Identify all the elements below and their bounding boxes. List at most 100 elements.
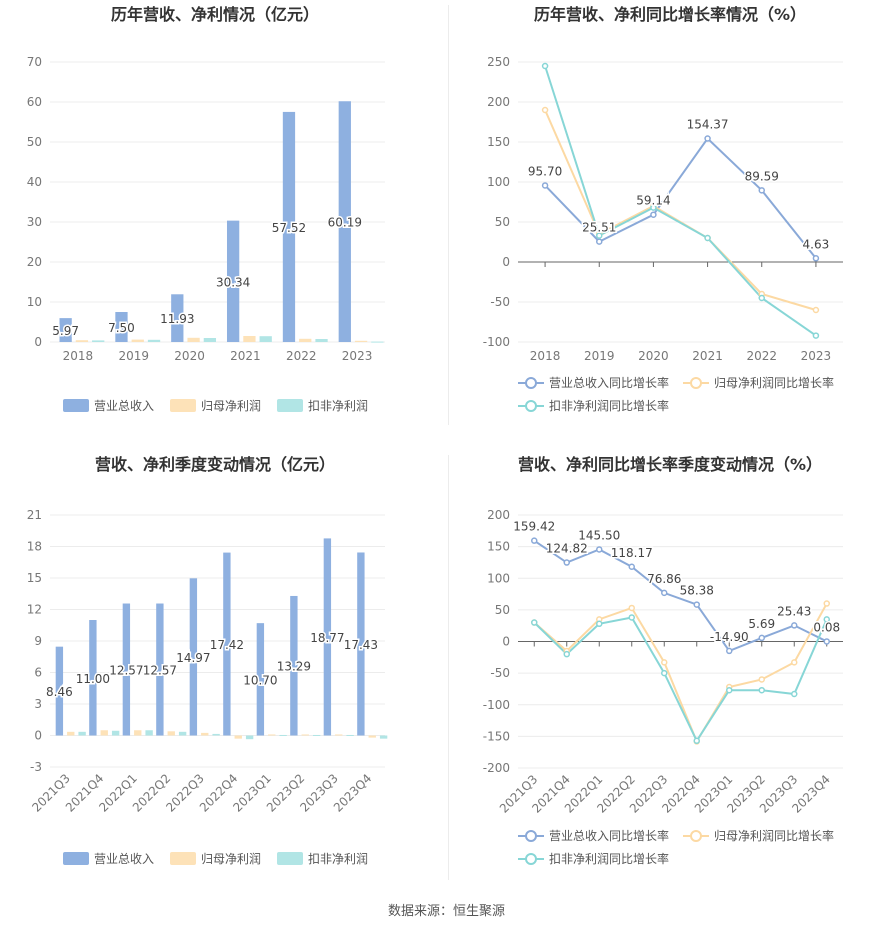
x-tick-label: 2020 — [638, 349, 669, 363]
bar-parent-profit — [134, 730, 142, 736]
y-tick-label: 0 — [34, 335, 42, 349]
line-point — [661, 659, 668, 666]
bar-deducted-profit — [203, 338, 217, 342]
line-point — [531, 537, 538, 544]
y-tick-label: 50 — [27, 135, 42, 149]
y-tick-label: 0 — [502, 635, 510, 649]
y-tick-label: 70 — [27, 55, 42, 69]
data-label: 25.51 — [582, 221, 616, 235]
data-label: 57.52 — [272, 221, 306, 235]
data-label: 17.42 — [210, 638, 244, 652]
line-point — [823, 616, 830, 623]
bar-parent-profit — [335, 734, 343, 736]
line-revenue — [533, 539, 828, 653]
line-point — [650, 204, 657, 211]
bar-revenue — [189, 578, 198, 736]
data-label: 18.77 — [310, 631, 344, 645]
line-point — [693, 601, 700, 608]
x-tick-label: 2019 — [118, 349, 149, 363]
bar-parent-profit — [75, 340, 89, 342]
y-tick-label: 60 — [27, 95, 42, 109]
data-label: 12.57 — [143, 664, 177, 678]
data-source-note: 数据来源：恒生聚源 — [387, 904, 505, 919]
bar-revenue — [357, 552, 365, 736]
bar-parent-profit — [187, 337, 200, 342]
data-label: 59.14 — [636, 194, 670, 208]
data-label: 5.69 — [748, 617, 775, 631]
line-point — [812, 332, 820, 339]
x-tick-label: 2018 — [530, 349, 561, 363]
data-label: 25.43 — [777, 604, 811, 618]
line-parent-profit — [544, 109, 817, 311]
y-tick-label: 21 — [27, 508, 42, 522]
line-point — [650, 211, 657, 218]
data-label: 17.43 — [344, 638, 378, 652]
legend-label: 营业总收入同比增长率 — [549, 375, 669, 390]
bar-parent-profit — [67, 731, 75, 736]
chart-title: 历年营收、净利同比增长率情况（%） — [534, 5, 806, 24]
line-point — [758, 187, 765, 194]
data-label: 124.82 — [546, 542, 588, 556]
legend-swatch-marker — [690, 830, 702, 842]
bar-revenue — [156, 603, 164, 736]
chart-title: 历年营收、净利情况（亿元） — [111, 5, 319, 24]
legend-swatch — [170, 399, 196, 412]
legend-label: 营业总收入同比增长率 — [549, 828, 669, 843]
data-label: 154.37 — [687, 118, 729, 132]
legend-swatch — [277, 399, 303, 412]
bar-deducted-profit — [312, 734, 321, 736]
data-label: 58.38 — [680, 584, 714, 598]
bar-parent-profit — [167, 731, 175, 736]
line-deducted-profit — [544, 65, 817, 337]
line-point — [596, 620, 603, 628]
line-point — [596, 238, 603, 245]
legend-label: 归母净利润 — [201, 399, 261, 413]
line-point — [563, 559, 570, 566]
line-point — [541, 62, 549, 70]
y-tick-label: -100 — [483, 698, 510, 712]
data-label: 89.59 — [745, 169, 779, 183]
data-label: 10.70 — [243, 673, 277, 687]
line-point — [541, 182, 549, 189]
line-point — [791, 622, 798, 629]
annual-revenue-profit-bar-chart: 历年营收、净利情况（亿元） 0 10 20 30 40 50 60 70 2018 2019 2020… — [27, 5, 385, 413]
chart-title: 营收、净利季度变动情况（亿元） — [95, 455, 335, 474]
y-tick-label: 6 — [34, 666, 42, 680]
legend-swatch — [277, 852, 303, 865]
x-tick-label: 2019 — [584, 349, 615, 363]
bar-parent-profit — [368, 735, 376, 738]
line-point — [563, 650, 570, 658]
line-point — [704, 135, 711, 142]
bar-parent-profit — [299, 338, 312, 342]
y-tick-label: 0 — [34, 729, 42, 743]
bar-revenue — [256, 623, 265, 736]
x-tick-label: 2021 — [230, 349, 261, 363]
bar-deducted-profit — [259, 336, 272, 342]
data-label: 4.63 — [803, 237, 830, 251]
line-point — [726, 647, 733, 655]
y-tick-label: 20 — [27, 255, 42, 269]
y-tick-label: 200 — [487, 95, 510, 109]
line-point — [823, 638, 830, 645]
y-tick-label: 50 — [495, 603, 510, 617]
y-tick-label: 15 — [27, 571, 42, 585]
y-tick-label: 50 — [495, 215, 510, 229]
bar-revenue — [226, 220, 240, 342]
bar-parent-profit — [301, 734, 309, 736]
y-tick-label: 3 — [34, 697, 42, 711]
bar-deducted-profit — [212, 733, 220, 736]
line-parent-profit — [533, 603, 828, 744]
x-tick-label: 2020 — [174, 349, 205, 363]
data-label: 5.97 — [52, 324, 79, 338]
y-tick-label: 100 — [487, 571, 510, 585]
legend-label: 归母净利润 — [201, 852, 261, 866]
line-point — [661, 669, 668, 677]
legend-swatch — [63, 399, 89, 412]
y-tick-label: 250 — [487, 55, 510, 69]
data-label: -14.90 — [710, 630, 749, 644]
y-tick-label: -150 — [483, 729, 510, 743]
bar-deducted-profit — [245, 735, 254, 740]
bar-revenue — [89, 620, 97, 736]
data-label: 76.86 — [647, 572, 681, 586]
line-point — [758, 634, 765, 642]
